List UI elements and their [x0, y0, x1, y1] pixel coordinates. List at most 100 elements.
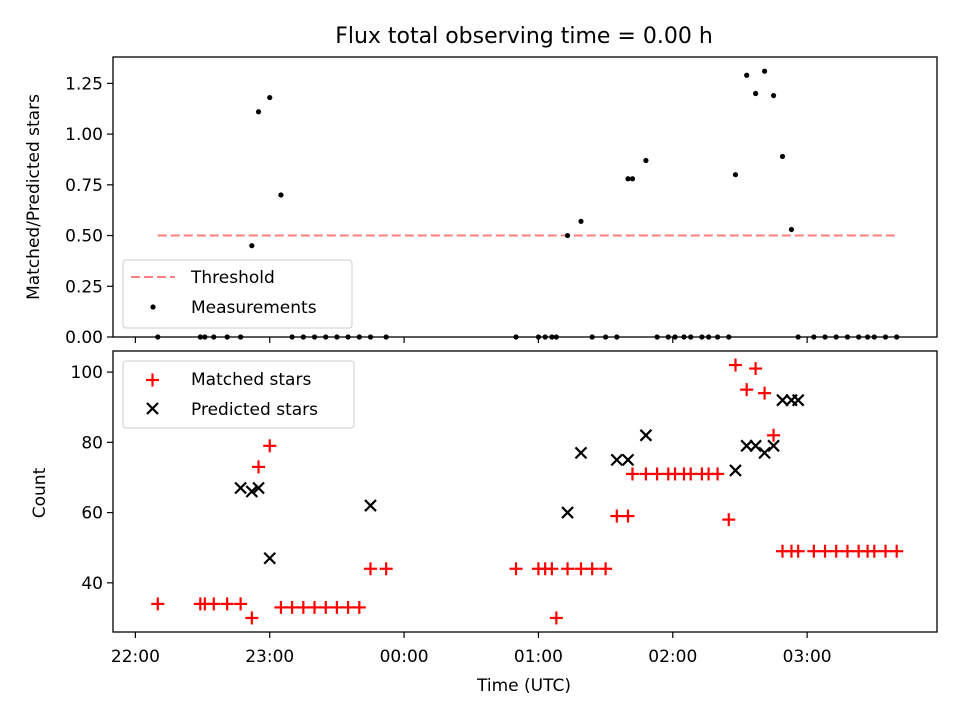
predicted-star-stroke-b [776, 393, 789, 407]
bottom-plot-area: 40 60 80 100 22:00 23:00 00:00 01:00 02:00 03:00 [71, 358, 904, 667]
matched-star-point [509, 562, 523, 576]
predicted-star-stroke-b [245, 485, 259, 498]
matched-star-point [879, 544, 892, 558]
predicted-star-stroke-b [740, 439, 753, 453]
predicted-star-point [364, 499, 377, 512]
predicted-star-stroke-b [758, 446, 771, 460]
matched-star-point [151, 597, 165, 611]
matched-star-point [807, 544, 821, 558]
predicted-star-point [574, 446, 588, 460]
predicted-star-stroke-b [561, 506, 574, 519]
matched-star-point [610, 509, 624, 523]
top-ytick-label: 1.25 [65, 74, 103, 94]
measurement-point [744, 72, 750, 78]
predicted-star-point [767, 439, 780, 453]
bottom-legend-box [122, 360, 355, 429]
measurement-point [629, 176, 636, 182]
matched-star-point [296, 600, 310, 614]
matched-star-point [867, 544, 881, 558]
predicted-star-stroke-b [791, 393, 805, 407]
threshold-legend-label: Threshold [190, 268, 275, 288]
measurements-legend-swatch [150, 304, 156, 310]
matched-star-point [585, 562, 599, 576]
bottom-xtick-label: 03:00 [783, 647, 832, 667]
matched-star-point [840, 544, 854, 558]
predicted-star-point [740, 439, 753, 453]
top-ytick-label: 0.50 [65, 227, 103, 247]
top-ytick-label: 0.25 [65, 277, 103, 297]
measurement-point [779, 153, 786, 160]
predicted-legend-label: Predicted stars [191, 400, 318, 420]
top-ylabel: Matched/Predicted stars [24, 94, 44, 300]
matched-star-point [207, 597, 221, 611]
matched-star-point [220, 597, 234, 611]
measurement-point [788, 226, 795, 233]
measurements-legend-label: Measurements [191, 298, 317, 318]
bottom-xtick-label: 22:00 [111, 647, 160, 667]
matched-star-point [829, 544, 843, 558]
matched-star-point [549, 611, 563, 625]
predicted-star-stroke-b [252, 481, 265, 495]
matched-star-point [352, 600, 366, 614]
matched-star-point [728, 358, 742, 372]
matched-star-point [330, 600, 344, 614]
bottom-xtick-label: 02:00 [648, 647, 697, 667]
top-plot-area: 0.00 0.25 0.50 0.75 1.00 1.25 [65, 68, 900, 348]
bottom-ytick-label: 40 [81, 574, 103, 594]
top-panel: Flux total observing time = 0.00 h Match… [24, 24, 938, 348]
top-axes-frame [112, 56, 938, 338]
matched-star-point [791, 544, 805, 558]
measurement-point [267, 94, 273, 101]
measurement-point [770, 92, 777, 99]
predicted-star-point [729, 464, 742, 477]
matched-star-point [319, 600, 333, 614]
predicted-star-stroke-b [749, 439, 762, 453]
predicted-star-point [639, 429, 653, 442]
predicted-star-stroke-b [234, 481, 247, 495]
matched-star-point [285, 600, 299, 614]
measurement-point [249, 243, 255, 249]
bottom-axes-frame [112, 350, 938, 633]
matched-star-point [890, 544, 904, 558]
measurement-point [753, 90, 759, 97]
matched-star-point [364, 562, 377, 576]
bottom-xlabel: Time (UTC) [476, 676, 571, 696]
matched-legend-label: Matched stars [191, 370, 311, 390]
top-legend-box [122, 259, 353, 329]
measurement-point [278, 192, 284, 198]
measurement-point [578, 218, 584, 224]
bottom-panel: Count Time (UTC) 40 60 80 100 22:00 23:00 00:0… [30, 350, 938, 696]
predicted-star-point [791, 393, 805, 407]
matched-star-point [722, 513, 736, 527]
predicted-star-stroke-b [364, 499, 377, 512]
top-ytick-label: 1.00 [65, 125, 103, 145]
top-title: Flux total observing time = 0.00 h [335, 24, 713, 49]
matched-star-point [341, 600, 355, 614]
measurement-point [255, 109, 262, 115]
predicted-star-stroke-b [729, 464, 742, 477]
matched-star-point [650, 467, 664, 481]
top-ytick-label: 0.75 [65, 176, 103, 196]
measurement-point [643, 157, 649, 164]
matched-star-point [818, 544, 832, 558]
predicted-star-stroke-b [574, 446, 588, 460]
matched-star-point [767, 428, 781, 442]
predicted-star-stroke-b [767, 439, 780, 453]
matched-star-point [245, 611, 259, 625]
matched-star-point [561, 562, 575, 576]
matched-star-point [749, 362, 763, 376]
bottom-ylabel: Count [30, 467, 50, 518]
top-legend: Threshold Measurements [122, 259, 353, 329]
predicted-star-point [245, 485, 259, 498]
predicted-legend-swatch [146, 402, 159, 415]
matched-star-point [639, 467, 653, 481]
matched-star-point [740, 383, 754, 397]
predicted-star-point [749, 439, 762, 453]
predicted-star-stroke-b [639, 429, 653, 442]
matched-star-point [252, 460, 266, 474]
matched-star-point [263, 439, 277, 453]
predicted-star-point [234, 481, 247, 495]
predicted-star-point [263, 551, 277, 565]
matched-star-point [379, 562, 393, 576]
